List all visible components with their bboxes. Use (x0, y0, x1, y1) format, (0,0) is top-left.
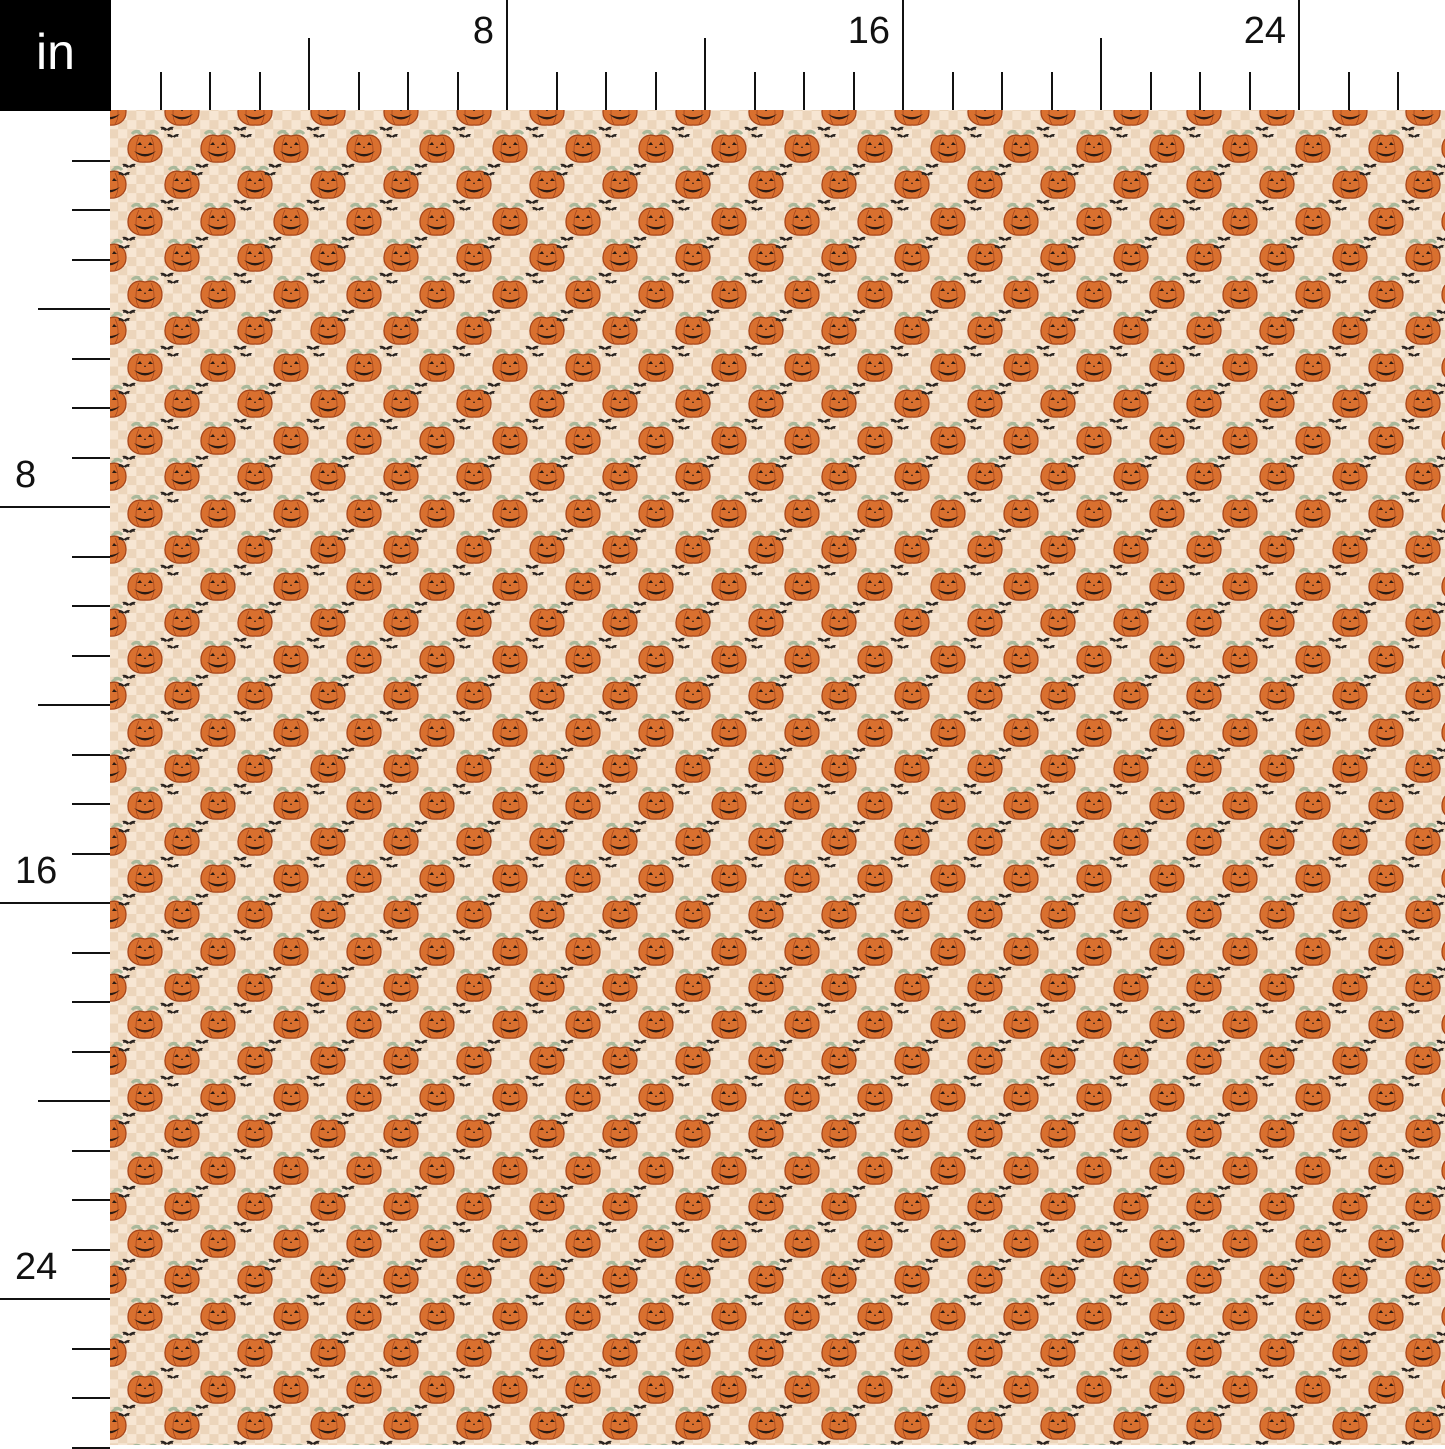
ruler-tick (72, 258, 110, 261)
ruler-tick (506, 0, 508, 110)
top-ruler-label: 8 (472, 10, 494, 52)
left-ruler-label: 16 (15, 850, 58, 892)
top-ruler-label: 24 (1243, 10, 1286, 52)
ruler-tick (0, 506, 110, 508)
ruler-tick (555, 72, 558, 110)
ruler-tick (1347, 72, 1350, 110)
ruler-tick (407, 72, 409, 110)
ruler-tick (1397, 72, 1399, 110)
ruler-tick (72, 555, 110, 558)
ruler-tick (1001, 72, 1003, 110)
ruler-tick (852, 72, 855, 110)
ruler-tick (72, 654, 110, 657)
ruler-tick (38, 308, 110, 310)
ruler-tick (72, 1446, 110, 1449)
top-ruler-label: 16 (847, 10, 890, 52)
ruler-tick (1199, 72, 1201, 110)
ruler-tick (72, 1347, 110, 1350)
ruler-tick (72, 951, 110, 954)
ruler-tick (1248, 72, 1251, 110)
ruler-tick (1298, 0, 1300, 110)
pattern-fill (110, 110, 1445, 1445)
ruler-tick (1149, 72, 1152, 110)
unit-label: in (36, 23, 75, 80)
ruler-tick (72, 1397, 110, 1399)
ruler-tick (72, 159, 110, 162)
ruler-tick (72, 1199, 110, 1201)
ruler-tick (0, 902, 110, 904)
ruler-tick (72, 209, 110, 211)
ruler-tick (308, 38, 310, 110)
left-ruler-label: 24 (15, 1246, 58, 1288)
ruler-tick (0, 1298, 110, 1300)
ruler-tick (72, 1050, 110, 1053)
ruler-tick (357, 72, 360, 110)
top-ruler: 8 16 24 (111, 0, 1445, 110)
fabric-pattern-preview (110, 110, 1445, 1445)
ruler-tick (209, 72, 211, 110)
ruler-tick (902, 0, 904, 110)
ruler-tick (456, 72, 459, 110)
ruler-tick (1100, 38, 1102, 110)
ruler-tick (72, 1001, 110, 1003)
ruler-tick (38, 704, 110, 706)
ruler-tick (605, 72, 607, 110)
ruler-tick (72, 357, 110, 360)
ruler-tick (654, 72, 657, 110)
ruler-tick (72, 753, 110, 756)
ruler-tick (803, 72, 805, 110)
ruler-tick (704, 38, 706, 110)
ruler-tick (1050, 72, 1053, 110)
ruler-tick (159, 72, 162, 110)
ruler-tick (753, 72, 756, 110)
ruler-tick (38, 1100, 110, 1102)
ruler-tick (72, 1248, 110, 1251)
ruler-tick (72, 605, 110, 607)
left-ruler: 8 16 24 (0, 111, 110, 1449)
ruler-tick (72, 803, 110, 805)
ruler-tick (72, 852, 110, 855)
ruler-tick (72, 407, 110, 409)
ruler-tick (72, 1149, 110, 1152)
ruler-tick (951, 72, 954, 110)
left-ruler-label: 8 (15, 454, 37, 496)
unit-label-box: in (0, 0, 111, 111)
ruler-tick (258, 72, 261, 110)
ruler-tick (72, 456, 110, 459)
